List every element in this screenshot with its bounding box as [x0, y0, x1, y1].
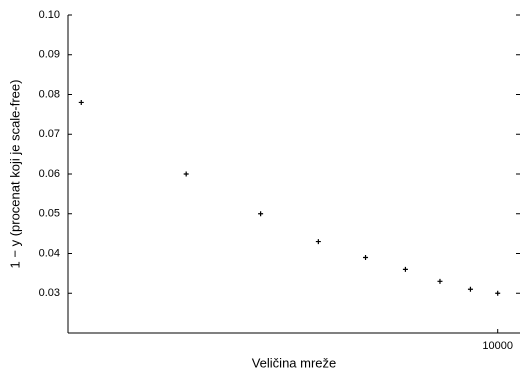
point	[363, 254, 369, 260]
point	[467, 286, 473, 292]
point	[315, 239, 321, 245]
y-tick-label: 0.05	[39, 208, 60, 220]
y-tick-label: 0.10	[39, 9, 60, 21]
y-tick-label: 0.03	[39, 287, 60, 299]
point	[437, 278, 443, 284]
y-axis-label: 1 − y (procenat koji je scale-free)	[7, 80, 22, 269]
point	[402, 266, 408, 272]
x-axis-label: Veličina mreže	[252, 355, 337, 370]
y-tick-label: 0.04	[39, 247, 60, 259]
point	[495, 290, 501, 296]
x-tick-label: 10000	[482, 340, 513, 352]
point	[183, 171, 189, 177]
y-tick-label: 0.08	[39, 88, 60, 100]
point	[78, 99, 84, 105]
y-tick-label: 0.09	[39, 49, 60, 61]
point	[258, 211, 264, 217]
y-tick-label: 0.07	[39, 128, 60, 140]
y-tick-label: 0.06	[39, 168, 60, 180]
